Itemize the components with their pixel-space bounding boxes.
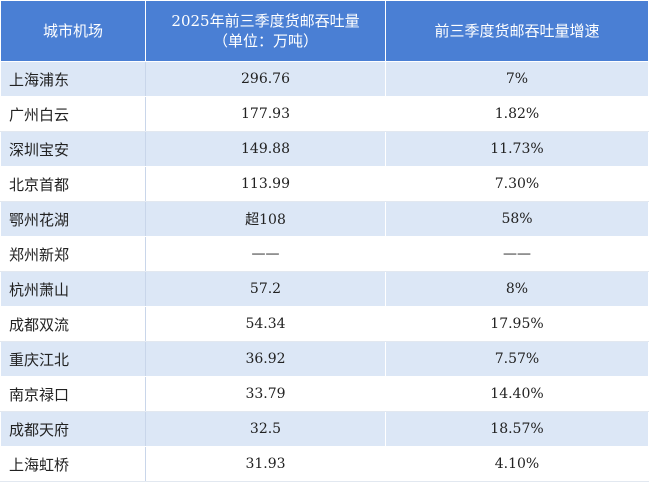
- header-line: （单位：万吨）: [212, 32, 318, 50]
- table-row: 上海浦东 296.76 7%: [0, 61, 649, 97]
- table-row: 北京首都 113.99 7.30%: [0, 166, 649, 202]
- growth-rate: 17.95%: [385, 306, 649, 342]
- cargo-volume: 177.93: [145, 96, 386, 132]
- airport-name: 杭州萧山: [0, 271, 146, 307]
- airport-name: 成都双流: [0, 306, 146, 342]
- growth-rate: 7%: [385, 61, 649, 97]
- growth-rate: 8%: [385, 271, 649, 307]
- airport-name: 北京首都: [0, 166, 146, 202]
- table-row: 杭州萧山 57.2 8%: [0, 271, 649, 307]
- table-row: 南京禄口 33.79 14.40%: [0, 376, 649, 412]
- airport-name: 重庆江北: [0, 341, 146, 377]
- header-cell: 前三季度货邮吞吐量增速: [385, 0, 649, 62]
- growth-rate: 18.57%: [385, 411, 649, 447]
- airport-name: 广州白云: [0, 96, 146, 132]
- growth-rate: ——: [385, 236, 649, 272]
- airport-name: 鄂州花湖: [0, 201, 146, 237]
- table-row: 成都天府 32.5 18.57%: [0, 411, 649, 447]
- growth-rate: 1.82%: [385, 96, 649, 132]
- cargo-volume: 36.92: [145, 341, 386, 377]
- cargo-volume: 54.34: [145, 306, 386, 342]
- airport-name: 上海虹桥: [0, 446, 146, 482]
- table-row: 郑州新郑 —— ——: [0, 236, 649, 272]
- table-row: 上海虹桥 31.93 4.10%: [0, 446, 649, 482]
- growth-rate: 4.10%: [385, 446, 649, 482]
- growth-rate: 11.73%: [385, 131, 649, 167]
- growth-rate: 58%: [385, 201, 649, 237]
- cargo-volume: 31.93: [145, 446, 386, 482]
- header-line: 2025年前三季度货邮吞吐量: [171, 12, 360, 30]
- table-row: 广州白云 177.93 1.82%: [0, 96, 649, 132]
- table-row: 重庆江北 36.92 7.57%: [0, 341, 649, 377]
- airport-name: 上海浦东: [0, 61, 146, 97]
- airport-name: 南京禄口: [0, 376, 146, 412]
- cargo-volume: 113.99: [145, 166, 386, 202]
- table-row: 成都双流 54.34 17.95%: [0, 306, 649, 342]
- airport-name: 成都天府: [0, 411, 146, 447]
- cargo-volume: 32.5: [145, 411, 386, 447]
- header-cell: 2025年前三季度货邮吞吐量 （单位：万吨）: [145, 0, 386, 62]
- cargo-volume: 57.2: [145, 271, 386, 307]
- cargo-volume: ——: [145, 236, 386, 272]
- table-row: 深圳宝安 149.88 11.73%: [0, 131, 649, 167]
- growth-rate: 7.30%: [385, 166, 649, 202]
- table-row: 鄂州花湖 超108 58%: [0, 201, 649, 237]
- growth-rate: 14.40%: [385, 376, 649, 412]
- growth-rate: 7.57%: [385, 341, 649, 377]
- cargo-volume: 33.79: [145, 376, 386, 412]
- cargo-volume: 149.88: [145, 131, 386, 167]
- header-cell: 城市机场: [0, 0, 146, 62]
- header-row: 城市机场 2025年前三季度货邮吞吐量 （单位：万吨） 前三季度货邮吞吐量增速: [0, 0, 649, 62]
- cargo-volume: 超108: [145, 201, 386, 237]
- airport-name: 深圳宝安: [0, 131, 146, 167]
- airport-name: 郑州新郑: [0, 236, 146, 272]
- cargo-volume: 296.76: [145, 61, 386, 97]
